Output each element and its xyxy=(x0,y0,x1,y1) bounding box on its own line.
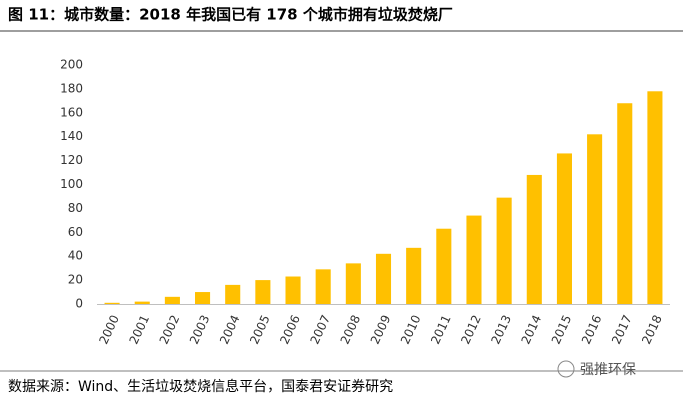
bar xyxy=(617,103,633,305)
watermark: 强推环保 xyxy=(580,362,636,378)
x-tick-label: 2008 xyxy=(338,313,364,347)
x-tick-label: 2003 xyxy=(187,313,213,347)
x-tick-label: 2010 xyxy=(398,313,424,347)
watermark-icon xyxy=(557,360,575,378)
bar xyxy=(556,153,572,304)
y-tick-label: 160 xyxy=(60,105,83,119)
y-tick-label: 100 xyxy=(60,177,83,191)
x-tick-label: 2000 xyxy=(96,313,122,347)
bar xyxy=(195,292,211,304)
bar xyxy=(315,269,331,304)
bar xyxy=(647,91,663,304)
bar xyxy=(104,302,120,304)
bar xyxy=(285,276,301,304)
bar xyxy=(225,284,241,304)
x-tick-label: 2002 xyxy=(157,313,183,347)
bar xyxy=(134,301,150,304)
bar xyxy=(436,228,452,304)
x-tick-label: 2007 xyxy=(307,313,333,347)
y-tick-label: 80 xyxy=(68,201,83,215)
bar xyxy=(164,296,180,304)
bar xyxy=(496,197,512,304)
y-tick-label: 180 xyxy=(60,81,83,95)
y-tick-label: 200 xyxy=(60,58,83,72)
x-tick-label: 2009 xyxy=(368,313,394,347)
x-tick-label: 2005 xyxy=(247,313,273,347)
source-note: 数据来源：Wind、生活垃圾焚烧信息平台，国泰君安证券研究 xyxy=(8,378,393,395)
y-tick-label: 120 xyxy=(60,153,83,167)
y-tick-label: 20 xyxy=(68,273,83,287)
bar xyxy=(587,134,603,304)
x-tick-label: 2017 xyxy=(609,313,635,347)
bar xyxy=(466,215,482,304)
x-tick-label: 2011 xyxy=(428,313,454,347)
x-tick-label: 2016 xyxy=(579,313,605,347)
bar xyxy=(375,253,392,304)
x-tick-label: 2015 xyxy=(549,313,575,347)
bar xyxy=(345,263,361,304)
bar xyxy=(526,174,542,304)
x-tick-label: 2001 xyxy=(127,313,153,347)
x-tick-label: 2014 xyxy=(519,313,545,347)
y-tick-label: 60 xyxy=(68,225,83,239)
x-tick-label: 2006 xyxy=(277,313,303,347)
chart-title: 图 11：城市数量：2018 年我国已有 178 个城市拥有垃圾焚烧厂 xyxy=(8,6,453,24)
x-tick-label: 2013 xyxy=(488,313,514,347)
x-tick-label: 2012 xyxy=(458,313,484,347)
x-tick-label: 2018 xyxy=(639,313,665,347)
bar xyxy=(406,247,422,304)
bar xyxy=(255,280,271,304)
y-tick-label: 40 xyxy=(68,249,83,263)
x-tick-label: 2004 xyxy=(217,313,243,347)
y-tick-label: 140 xyxy=(60,129,83,143)
y-tick-label: 0 xyxy=(75,297,83,311)
